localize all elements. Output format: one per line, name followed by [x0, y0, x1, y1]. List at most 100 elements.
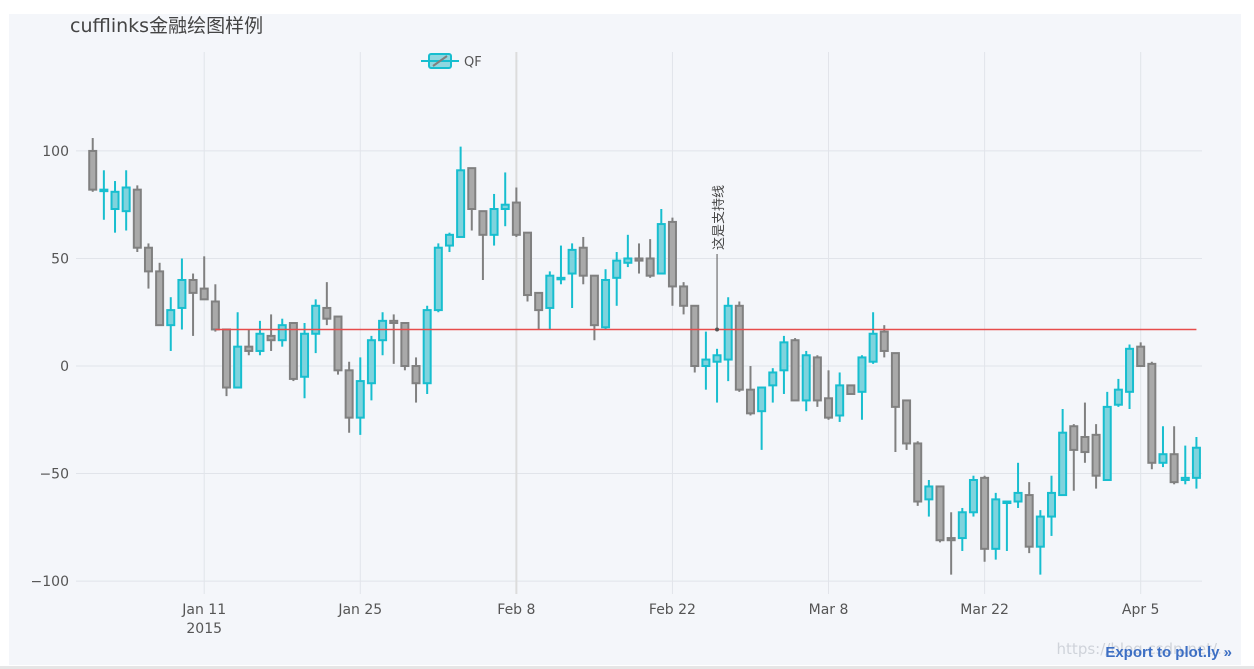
candle[interactable] — [511, 187, 521, 237]
candle[interactable] — [300, 323, 310, 399]
candle[interactable] — [757, 386, 767, 450]
candle[interactable] — [790, 338, 800, 402]
candle[interactable] — [1136, 342, 1146, 368]
candle[interactable] — [1024, 482, 1034, 554]
candle[interactable] — [322, 282, 332, 326]
candle[interactable] — [957, 507, 967, 551]
candle[interactable] — [645, 239, 655, 278]
candle[interactable] — [244, 329, 254, 356]
candle[interactable] — [745, 366, 755, 416]
candle[interactable] — [132, 185, 142, 253]
candle[interactable] — [143, 243, 153, 289]
candle[interactable] — [701, 331, 711, 390]
candle[interactable] — [712, 348, 722, 403]
candle[interactable] — [534, 291, 544, 330]
candle[interactable] — [99, 170, 109, 220]
candle[interactable] — [88, 138, 98, 192]
candle[interactable] — [801, 350, 811, 412]
candle[interactable] — [110, 181, 120, 233]
candle[interactable] — [199, 256, 209, 301]
candle[interactable] — [578, 236, 588, 285]
candle[interactable] — [1058, 409, 1068, 497]
candle[interactable] — [1035, 510, 1045, 575]
candle[interactable] — [690, 304, 700, 373]
candle[interactable] — [500, 172, 510, 227]
candle[interactable] — [768, 368, 778, 403]
candle[interactable] — [478, 210, 488, 280]
candle[interactable] — [1102, 391, 1112, 482]
candle[interactable] — [266, 314, 276, 351]
candle[interactable] — [623, 234, 633, 268]
candle[interactable] — [255, 320, 265, 356]
candle[interactable] — [1180, 445, 1190, 485]
candle[interactable] — [210, 284, 220, 332]
candle[interactable] — [879, 325, 889, 358]
candle[interactable] — [1069, 424, 1079, 491]
candle[interactable] — [946, 512, 956, 575]
candle[interactable] — [344, 361, 354, 433]
candle[interactable] — [1125, 344, 1135, 410]
candle[interactable] — [601, 269, 611, 330]
candle[interactable] — [1046, 475, 1056, 536]
candle[interactable] — [812, 355, 822, 407]
candle[interactable] — [913, 441, 923, 506]
candle[interactable] — [890, 352, 900, 453]
candle[interactable] — [333, 315, 343, 375]
export-to-plotly-link[interactable]: Export to plot.ly » — [1105, 644, 1232, 661]
candle[interactable] — [467, 167, 477, 231]
candle[interactable] — [378, 312, 388, 356]
candle[interactable] — [734, 301, 744, 392]
candles[interactable] — [88, 138, 1201, 575]
candle[interactable] — [166, 297, 176, 351]
candle[interactable] — [233, 312, 243, 389]
candle[interactable] — [1158, 426, 1168, 468]
candle[interactable] — [366, 335, 376, 401]
candle[interactable] — [121, 170, 131, 231]
legend[interactable]: QF — [421, 53, 482, 70]
candle[interactable] — [433, 243, 443, 313]
candle[interactable] — [1013, 462, 1023, 508]
candle[interactable] — [277, 318, 287, 347]
candle[interactable] — [634, 243, 644, 274]
candle[interactable] — [489, 193, 499, 246]
candle[interactable] — [411, 357, 421, 403]
candle[interactable] — [355, 357, 365, 435]
candle[interactable] — [1080, 402, 1090, 463]
candle[interactable] — [846, 384, 856, 395]
candle[interactable] — [400, 322, 410, 371]
candle[interactable] — [902, 399, 912, 450]
candle[interactable] — [1169, 426, 1179, 485]
candle[interactable] — [679, 282, 689, 315]
candle[interactable] — [177, 258, 187, 330]
candle[interactable] — [612, 252, 622, 306]
candle[interactable] — [456, 146, 466, 238]
candle[interactable] — [288, 322, 298, 382]
candle[interactable] — [1147, 361, 1157, 470]
candle[interactable] — [311, 299, 321, 354]
candle[interactable] — [556, 245, 566, 285]
candle[interactable] — [422, 305, 432, 394]
candle[interactable] — [222, 328, 232, 397]
candle[interactable] — [723, 297, 733, 382]
candle[interactable] — [824, 370, 834, 420]
candle[interactable] — [545, 271, 555, 330]
candle[interactable] — [980, 475, 990, 562]
candle[interactable] — [1091, 424, 1101, 489]
candle[interactable] — [667, 217, 677, 306]
candle[interactable] — [935, 485, 945, 543]
candle[interactable] — [1002, 500, 1012, 551]
candle[interactable] — [656, 209, 666, 275]
candle[interactable] — [1113, 378, 1123, 407]
candle[interactable] — [444, 232, 454, 253]
candle[interactable] — [155, 262, 165, 327]
candle[interactable] — [924, 480, 934, 517]
candle[interactable] — [523, 231, 533, 302]
candle[interactable] — [868, 312, 878, 364]
candle[interactable] — [188, 273, 198, 336]
candle[interactable] — [779, 335, 789, 394]
candle[interactable] — [1191, 436, 1201, 489]
candle[interactable] — [589, 274, 599, 341]
candle[interactable] — [968, 475, 978, 517]
candle[interactable] — [389, 314, 399, 364]
candle[interactable] — [567, 243, 577, 308]
